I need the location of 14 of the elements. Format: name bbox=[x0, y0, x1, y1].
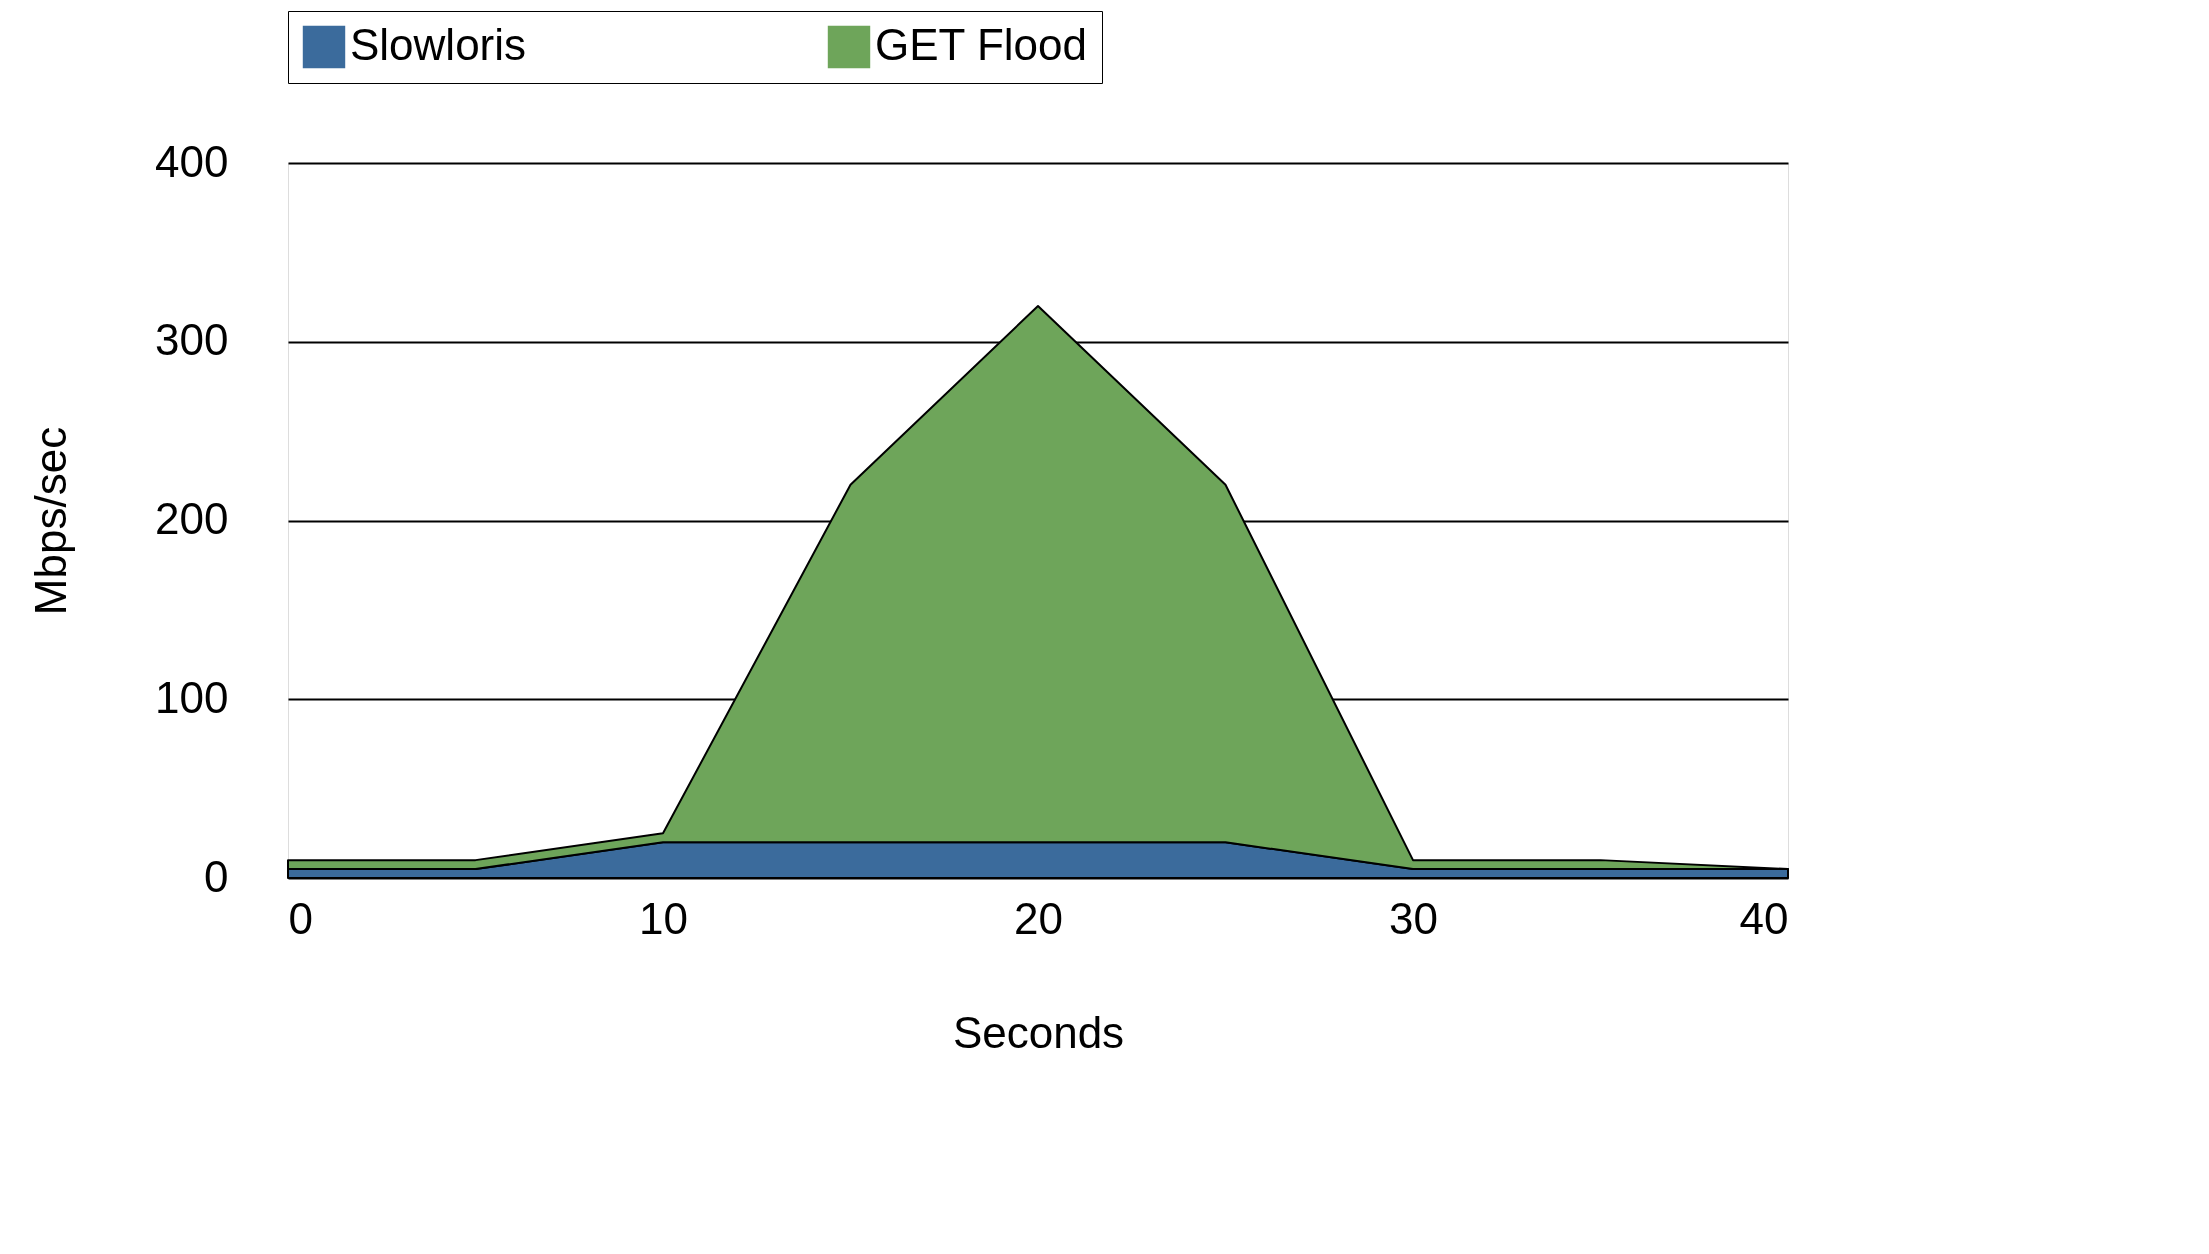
x-tick-label: 20 bbox=[1014, 893, 1063, 943]
y-tick-label: 200 bbox=[155, 494, 229, 543]
y-tick-label: 100 bbox=[155, 672, 229, 722]
x-tick-label: 0 bbox=[288, 893, 313, 943]
y-tick-label: 300 bbox=[155, 315, 229, 365]
legend-label: GET Flood bbox=[875, 20, 1087, 69]
y-tick-label: 0 bbox=[204, 851, 229, 901]
x-tick-label: 30 bbox=[1389, 893, 1438, 943]
x-tick-label: 40 bbox=[1739, 893, 1789, 943]
x-tick-label: 10 bbox=[639, 893, 688, 943]
y-axis-title: Mbps/sec bbox=[26, 426, 76, 616]
y-tick-label: 400 bbox=[155, 136, 229, 186]
legend-label: Slowloris bbox=[350, 20, 527, 69]
x-axis-title: Seconds bbox=[952, 1007, 1125, 1057]
